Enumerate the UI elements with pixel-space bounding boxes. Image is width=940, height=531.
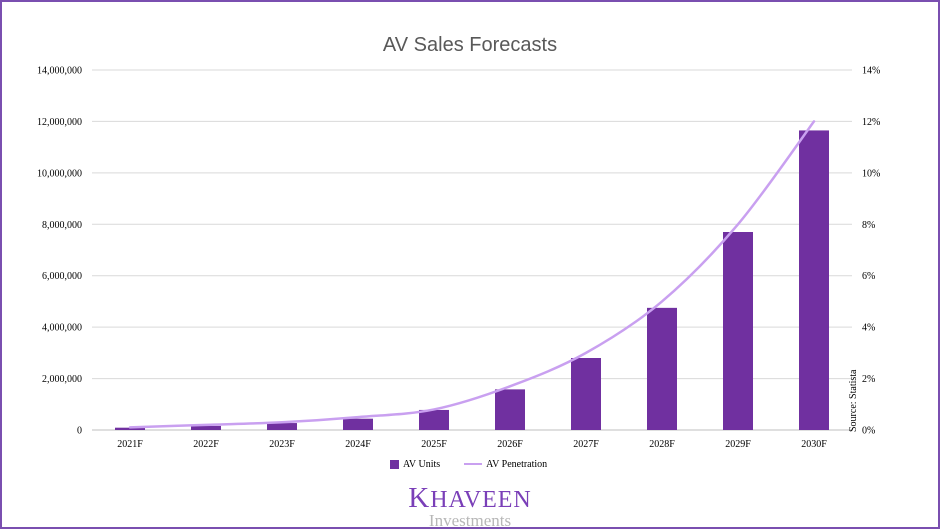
legend-swatch-line	[464, 463, 482, 465]
y-left-tick-label: 10,000,000	[37, 168, 82, 179]
bar-av-units	[343, 419, 373, 430]
bar-av-units	[723, 232, 753, 430]
x-tick-label: 2021F	[117, 439, 143, 450]
y-left-tick-label: 8,000,000	[42, 220, 82, 231]
bar-av-units	[495, 389, 525, 430]
bar-av-units	[267, 423, 297, 430]
x-tick-label: 2025F	[421, 439, 447, 450]
y-right-tick-label: 8%	[862, 220, 875, 231]
legend-item-av-penetration: AV Penetration	[464, 459, 547, 470]
y-right-tick-label: 12%	[862, 117, 880, 128]
x-tick-label: 2023F	[269, 439, 295, 450]
legend-label-av-penetration: AV Penetration	[486, 459, 547, 470]
bar-av-units	[647, 308, 677, 430]
x-tick-label: 2026F	[497, 439, 523, 450]
chart-legend: AV Units AV Penetration	[390, 457, 547, 471]
legend-label-av-units: AV Units	[403, 459, 440, 470]
y-right-tick-label: 0%	[862, 426, 875, 437]
x-tick-label: 2022F	[193, 439, 219, 450]
y-right-tick-label: 2%	[862, 374, 875, 385]
y-right-tick-label: 14%	[862, 66, 880, 77]
y-left-tick-label: 14,000,000	[37, 66, 82, 77]
bar-av-units	[191, 426, 221, 430]
x-tick-label: 2029F	[725, 439, 751, 450]
y-right-tick-label: 4%	[862, 323, 875, 334]
x-tick-label: 2024F	[345, 439, 371, 450]
y-left-tick-label: 12,000,000	[37, 117, 82, 128]
y-left-tick-label: 6,000,000	[42, 271, 82, 282]
bar-av-units	[571, 358, 601, 430]
legend-swatch-bar	[390, 460, 399, 469]
x-tick-label: 2027F	[573, 439, 599, 450]
y-right-tick-label: 10%	[862, 168, 880, 179]
y-left-tick-label: 4,000,000	[42, 323, 82, 334]
bar-av-units	[799, 130, 829, 430]
legend-item-av-units: AV Units	[390, 459, 440, 470]
y-right-tick-label: 6%	[862, 271, 875, 282]
x-tick-label: 2030F	[801, 439, 827, 450]
line-av-penetration	[130, 121, 814, 427]
bar-av-units	[419, 410, 449, 430]
x-tick-label: 2028F	[649, 439, 675, 450]
source-note: Source: Statista	[848, 332, 862, 432]
y-left-tick-label: 2,000,000	[42, 374, 82, 385]
y-left-tick-label: 0	[77, 426, 82, 437]
khaveen-logo-subtitle: Investments	[0, 511, 940, 531]
